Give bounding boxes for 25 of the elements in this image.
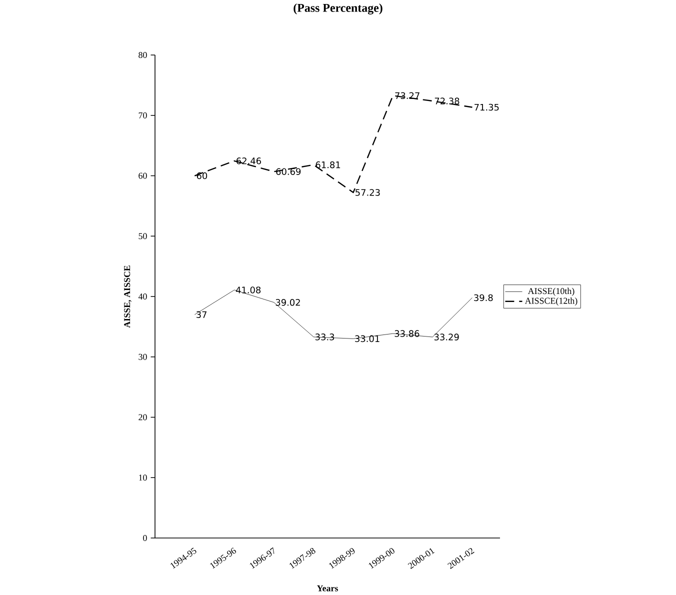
data-label: 39.02	[276, 299, 300, 306]
y-tick-label: 80	[138, 52, 147, 58]
data-label: 33.29	[434, 334, 459, 341]
legend-label: AISSCE(12th)	[524, 298, 578, 306]
data-label: 33.01	[355, 335, 380, 342]
data-label: 62.46	[236, 158, 262, 164]
data-label: 71.35	[474, 104, 499, 111]
y-tick-label: 30	[138, 354, 147, 360]
y-tick-label: 0	[143, 535, 147, 542]
x-axis-title: Years	[316, 586, 338, 592]
y-tick-label: 10	[139, 474, 147, 481]
data-label: 60	[196, 172, 208, 180]
data-label: 61.81	[316, 162, 340, 168]
y-tick-label: 20	[138, 414, 147, 420]
y-tick-label: 50	[138, 233, 147, 240]
data-label: 37	[196, 311, 206, 318]
y-tick-label: 60	[138, 172, 147, 179]
y-axis-title: AISSE, AISSCE	[124, 266, 132, 328]
legend-label: AISSE(10th)	[528, 288, 574, 296]
chart-title: (Pass Percentage)	[294, 4, 382, 15]
data-label: 41.08	[236, 286, 261, 294]
data-label: 57.23	[356, 189, 380, 196]
data-label: 39.8	[474, 294, 493, 302]
y-tick-label: 70	[138, 112, 147, 119]
y-tick-label: 40	[138, 294, 147, 300]
